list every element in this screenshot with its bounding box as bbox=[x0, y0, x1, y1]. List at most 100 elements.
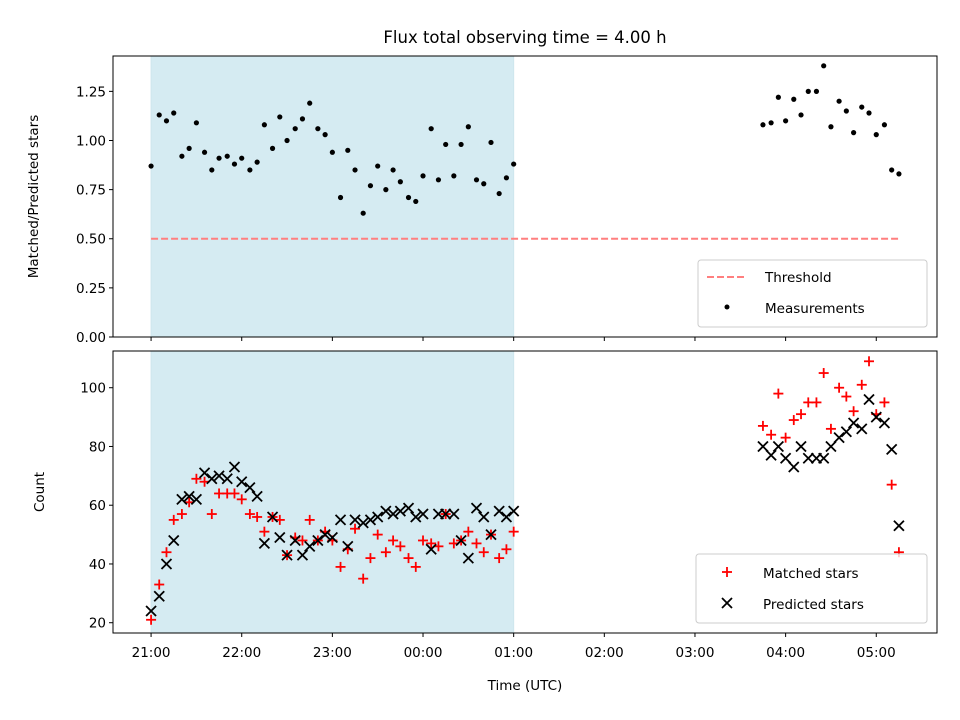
cross-b bbox=[266, 511, 279, 523]
cross-b bbox=[818, 452, 830, 464]
measurement-point bbox=[458, 141, 464, 148]
measurement-point bbox=[503, 175, 510, 181]
matched-point bbox=[176, 509, 187, 520]
bottom-y-tick-label: 100 bbox=[80, 381, 106, 397]
matched-point bbox=[365, 553, 376, 564]
cross-b bbox=[206, 473, 218, 485]
cross-b bbox=[304, 540, 316, 552]
cross-b bbox=[410, 511, 422, 523]
predicted-point bbox=[190, 493, 203, 505]
measurement-point bbox=[805, 88, 811, 94]
predicted-point bbox=[168, 534, 180, 547]
matched-point bbox=[780, 432, 791, 443]
measurement-point bbox=[375, 163, 381, 169]
cross-b bbox=[221, 473, 233, 485]
predicted-point bbox=[878, 417, 891, 429]
measurement-point bbox=[511, 161, 517, 167]
predicted-point bbox=[281, 549, 293, 561]
measurement-point bbox=[201, 149, 208, 155]
top-panel-y-ticks: 0.00 0.25 0.50 0.75 1.00 1.25 bbox=[76, 84, 113, 346]
measurement-point bbox=[163, 118, 170, 124]
x-tick-label: 21:00 bbox=[132, 645, 171, 661]
cross-b bbox=[856, 423, 868, 435]
cross-b bbox=[402, 502, 415, 514]
predicted-point bbox=[244, 481, 256, 494]
measurement-point bbox=[443, 141, 449, 148]
predicted-point bbox=[334, 514, 347, 526]
measurement-point bbox=[465, 124, 471, 130]
measurement-point bbox=[292, 126, 298, 132]
predicted-point bbox=[462, 552, 474, 564]
predicted-point bbox=[380, 505, 392, 517]
predicted-point bbox=[410, 511, 422, 523]
top-panel-legend: Threshold Measurements bbox=[697, 259, 928, 328]
predicted-point bbox=[508, 505, 520, 517]
measurement-point bbox=[488, 139, 494, 146]
measurement-point bbox=[247, 167, 253, 173]
top-y-tick-label: 0.50 bbox=[76, 232, 106, 248]
top-panel: 0.00 0.25 0.50 0.75 1.00 1.25 Flux total obse… bbox=[26, 28, 938, 346]
x-tick-label: 03:00 bbox=[676, 645, 715, 661]
cross-b bbox=[893, 520, 905, 532]
cross-b bbox=[721, 597, 733, 609]
measurement-point bbox=[783, 118, 789, 124]
predicted-point bbox=[788, 461, 800, 473]
top-panel-legend-box bbox=[697, 259, 928, 328]
cross-b bbox=[190, 493, 203, 505]
cross-b bbox=[274, 531, 286, 544]
measurement-point bbox=[299, 116, 306, 122]
cross-b bbox=[145, 605, 157, 617]
top-panel-frame bbox=[112, 55, 938, 338]
measurement-point bbox=[435, 177, 442, 183]
measurement-point bbox=[889, 167, 895, 173]
measurement-point bbox=[866, 110, 872, 116]
measurement-point bbox=[315, 126, 321, 132]
matched-point bbox=[259, 526, 270, 537]
measurement-point bbox=[209, 167, 215, 173]
cross-b bbox=[349, 514, 361, 526]
cross-b bbox=[183, 490, 195, 503]
x-tick-label: 01:00 bbox=[494, 645, 533, 661]
measurement-point bbox=[473, 177, 480, 183]
cross-b bbox=[470, 502, 483, 514]
cross-b bbox=[847, 417, 860, 429]
x-tick-label: 04:00 bbox=[766, 645, 805, 661]
measurement-point bbox=[156, 112, 162, 118]
bottom-panel-y-ticks: 20 40 60 80 100 bbox=[80, 381, 113, 632]
cross-b bbox=[289, 534, 301, 547]
measurement-point bbox=[337, 194, 344, 201]
cross-b bbox=[788, 461, 800, 473]
bottom-y-tick-label: 80 bbox=[89, 439, 106, 455]
measurement-point bbox=[397, 179, 403, 185]
predicted-point bbox=[779, 452, 792, 464]
predicted-point bbox=[448, 508, 460, 520]
cross-b bbox=[802, 452, 814, 464]
cross-b bbox=[772, 440, 785, 453]
measurement-point bbox=[239, 155, 245, 161]
predicted-point bbox=[886, 443, 898, 456]
cross-b bbox=[840, 426, 852, 438]
measurement-point bbox=[277, 114, 283, 120]
predicted-point bbox=[206, 473, 218, 485]
predicted-point bbox=[304, 540, 316, 552]
cross-b bbox=[312, 534, 324, 547]
measurement-point bbox=[390, 167, 396, 173]
predicted-point bbox=[840, 426, 852, 438]
matched-point bbox=[766, 429, 777, 440]
x-tick-label: 22:00 bbox=[222, 645, 261, 661]
cross-b bbox=[440, 508, 452, 520]
bottom-panel-legend: Matched stars Predicted stars bbox=[695, 553, 928, 624]
predicted-point bbox=[198, 467, 211, 479]
measurement-point bbox=[413, 198, 419, 205]
bottom-panel-x-ticks: 21:00 22:00 23:00 00:00 01:00 02:00 03:00 04:00… bbox=[132, 633, 896, 661]
cross-b bbox=[779, 452, 792, 464]
cross-b bbox=[168, 534, 180, 547]
predicted-point bbox=[795, 440, 807, 453]
predicted-point bbox=[485, 528, 497, 541]
matched-point bbox=[335, 561, 346, 572]
top-y-tick-label: 0.00 bbox=[76, 330, 106, 346]
bottom-panel-y-axis-label: Count bbox=[32, 472, 48, 512]
matched-point bbox=[380, 547, 391, 558]
predicted-point bbox=[425, 543, 437, 555]
matched-point bbox=[471, 538, 482, 549]
